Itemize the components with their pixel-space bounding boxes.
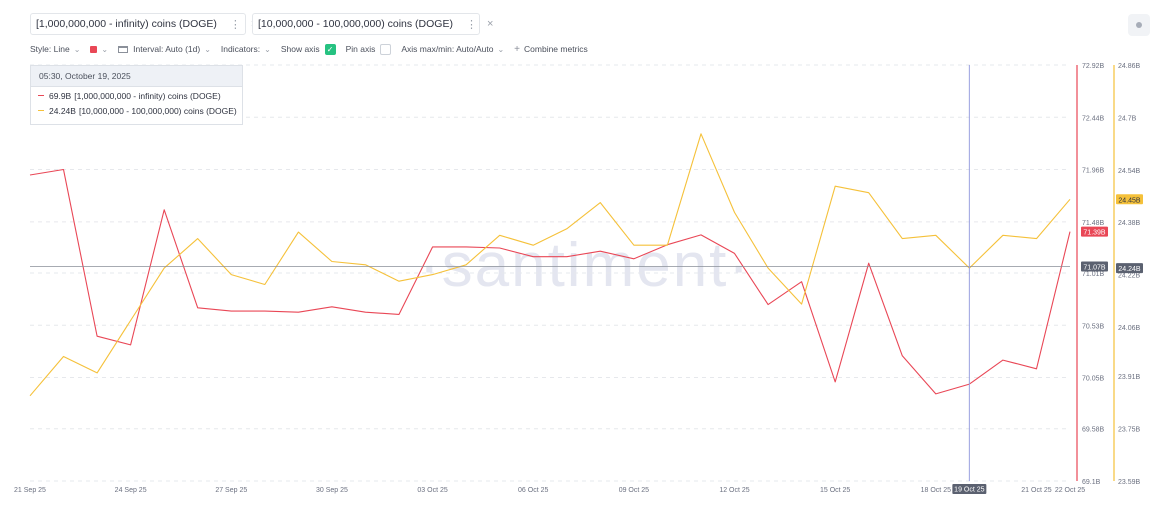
tooltip-row: 24.24B [10,000,000 - 100,000,000) coins … (31, 104, 242, 117)
tooltip-date: 05:30, October 19, 2025 (31, 66, 242, 87)
tooltip-value: 24.24B (49, 105, 76, 116)
left-axis-badge-2-bg (1081, 261, 1108, 272)
series-color-marker (38, 94, 44, 97)
chart-toolbar: Style: Line ⌄ ⌄ Interval: Auto (1d) ⌄ In… (30, 42, 598, 56)
left-axis-tick-label: 70.05B (1082, 376, 1105, 383)
pin-axis-toggle[interactable]: Pin axis (345, 43, 392, 55)
chevron-down-icon: ⌄ (204, 44, 211, 54)
right-axis-tick-label: 24.22B (1118, 273, 1141, 280)
right-axis-tick-label: 24.86B (1118, 63, 1141, 70)
chevron-down-icon: ⌄ (497, 44, 505, 54)
chevron-down-icon: ⌄ (264, 44, 271, 54)
series-color-marker (38, 109, 44, 112)
right-axis-tick-label: 23.59B (1118, 479, 1141, 486)
series-line-1 (29, 168, 1071, 395)
left-axis-tick-label: 70.53B (1082, 323, 1105, 330)
x-axis-tick-label: 24 Sep 25 (115, 487, 147, 494)
style-label: Style: Line (30, 44, 70, 54)
right-axis-tick-label: 24.7B (1118, 115, 1137, 122)
x-axis-tick-label: 22 Oct 25 (1055, 487, 1085, 494)
metric-label: [1,000,000,000 - infinity) coins (DOGE) (36, 18, 217, 30)
indicators-label: Indicators: (220, 44, 261, 54)
right-axis-badge-1-bg (1116, 194, 1143, 205)
x-axis-tick-label: 09 Oct 25 (619, 487, 649, 494)
plus-icon: + (514, 43, 521, 55)
check-icon[interactable]: ✓ (324, 43, 336, 55)
chart-settings-button[interactable] (1128, 14, 1150, 36)
more-icon[interactable]: ⋮ (465, 18, 477, 31)
chart-tooltip: 05:30, October 19, 2025 69.9B [1,000,000… (30, 65, 243, 125)
left-axis-tick-label: 71.96B (1082, 168, 1105, 175)
left-axis-badge-1-bg (1081, 226, 1108, 237)
series-line-2 (29, 133, 1071, 397)
x-axis-tick-label: 15 Oct 25 (820, 487, 850, 494)
interval-label: Interval: Auto (1d) (133, 44, 201, 54)
x-axis-labels: 21 Sep 25 24 Sep 25 27 Sep 25 30 Sep 25 03 O… (14, 487, 1085, 494)
indicators-dropdown[interactable]: Indicators: ⌄ (221, 44, 271, 54)
tooltip-row: 69.9B [1,000,000,000 - infinity) coins (… (31, 89, 242, 102)
left-axis-tick-label: 72.44B (1082, 115, 1105, 122)
x-axis-tick-label: 03 Oct 25 (417, 487, 447, 494)
left-axis-tick-label: 69.58B (1082, 427, 1105, 434)
right-axis-badge-2: 24.24B (1118, 266, 1141, 273)
series-lines (29, 133, 1071, 397)
x-axis-tick-label: 21 Oct 25 (1021, 487, 1051, 494)
style-dropdown[interactable]: Style: Line ⌄ (30, 44, 80, 54)
tooltip-label: [10,000,000 - 100,000,000) coins (DOGE) (78, 105, 237, 116)
x-axis-tick-label: 30 Sep 25 (316, 487, 348, 494)
right-axis-badge-2-bg (1116, 263, 1143, 274)
more-icon[interactable]: ⋮ (229, 18, 241, 31)
chevron-down-icon: ⌄ (101, 44, 109, 54)
right-axis-tick-label: 24.06B (1118, 325, 1141, 332)
left-axis-tick-label: 72.92B (1082, 63, 1105, 70)
left-axis-tick-label: 71.01B (1082, 271, 1105, 278)
right-axis-badge-1: 24.45B (1118, 197, 1141, 204)
right-axis-tick-label: 23.91B (1118, 374, 1141, 381)
color-picker[interactable]: ⌄ (90, 45, 108, 54)
tooltip-label: [1,000,000,000 - infinity) coins (DOGE) (74, 90, 221, 101)
left-axis-tick-label: 69.1B (1082, 479, 1101, 486)
tooltip-value: 69.9B (49, 90, 72, 101)
metric-label: [10,000,000 - 100,000,000) coins (DOGE) (258, 18, 453, 30)
axis-maxmin-dropdown[interactable]: Axis max/min: Auto/Auto ⌄ (401, 44, 504, 54)
pin-axis-label: Pin axis (345, 44, 376, 54)
x-axis-tick-label: 27 Sep 25 (215, 487, 247, 494)
interval-dropdown[interactable]: Interval: Auto (1d) ⌄ (118, 44, 211, 54)
grid-lines (30, 64, 1070, 482)
combine-label: Combine metrics (524, 44, 588, 54)
right-axis-tick-label: 24.38B (1118, 220, 1141, 227)
y-axes: 72.92B 72.44B 71.96B 71.48B 71.01B 70.53B 70.0… (1076, 63, 1141, 486)
right-axis-tick-label: 24.54B (1118, 168, 1141, 175)
combine-metrics-button[interactable]: + Combine metrics (514, 44, 588, 55)
chevron-down-icon: ⌄ (73, 44, 81, 54)
left-axis-badge-2: 71.07B (1083, 264, 1106, 271)
calendar-icon (118, 45, 129, 53)
color-swatch (90, 45, 98, 53)
close-icon[interactable]: × (486, 18, 494, 30)
crosshair-date-badge (952, 484, 987, 494)
x-axis-tick-label: 18 Oct 25 (921, 487, 951, 494)
x-axis-tick-label: 06 Oct 25 (518, 487, 548, 494)
show-axis-toggle[interactable]: Show axis ✓ (280, 43, 336, 55)
crosshair-date-label: 19 Oct 25 (954, 487, 984, 494)
dot-icon (1136, 22, 1142, 28)
pin-axis-checkbox[interactable] (380, 43, 392, 55)
right-axis-tick-label: 23.75B (1118, 427, 1141, 434)
left-axis-badge-1: 71.39B (1083, 230, 1106, 237)
metric-tab-2[interactable]: [10,000,000 - 100,000,000) coins (DOGE) … (252, 13, 493, 35)
show-axis-label: Show axis (280, 44, 320, 54)
x-axis-tick-label: 21 Sep 25 (14, 487, 46, 494)
x-axis-tick-label: 12 Oct 25 (719, 487, 749, 494)
axis-maxmin-label: Axis max/min: Auto/Auto (401, 44, 494, 54)
left-axis-tick-label: 71.48B (1082, 220, 1105, 227)
santiment-watermark: ·santiment· (419, 231, 751, 300)
crosshair: 19 Oct 25 71.39B 71.07B 24.45B 24.24B (30, 65, 1143, 494)
